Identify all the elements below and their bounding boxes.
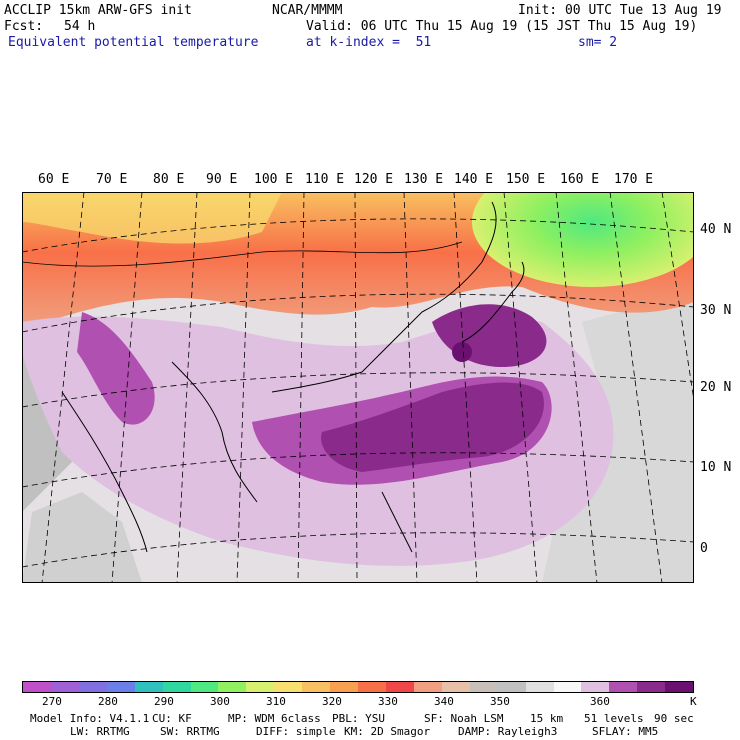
colorbar-tick: 290 <box>154 695 174 708</box>
colorbar-swatch <box>50 682 79 692</box>
level-label: at k-index = 51 <box>306 35 432 50</box>
dark-purple-region <box>321 382 544 472</box>
colorbar-swatch <box>637 682 666 692</box>
lon-label: 120 E <box>354 172 394 187</box>
lat-label: 10 N <box>700 460 732 475</box>
colorbar-swatch <box>525 682 554 692</box>
colorbar-swatch <box>553 682 582 692</box>
colorbar-swatch <box>609 682 638 692</box>
model-info: MP: WDM 6class <box>228 712 321 725</box>
grey-region <box>22 492 142 583</box>
colorbar-tick: 340 <box>434 695 454 708</box>
colorbar-swatch <box>665 682 694 692</box>
colorbar-swatch <box>78 682 107 692</box>
purple-region <box>77 312 155 425</box>
lat-label: 30 N <box>700 303 732 318</box>
field-name: Equivalent potential temperature <box>8 35 259 50</box>
warm-band-light <box>22 192 282 244</box>
model-info: 15 km <box>530 712 564 725</box>
model-info: CU: KF <box>152 712 192 725</box>
lon-label: 160 E <box>560 172 600 187</box>
model-info: KM: 2D Smagor <box>344 725 431 738</box>
equivalent-potential-temperature-map <box>22 192 694 583</box>
map-frame <box>22 192 694 583</box>
model-info: PBL: YSU <box>332 712 385 725</box>
lon-label: 130 E <box>404 172 444 187</box>
coastline <box>61 391 148 553</box>
colorbar-swatch <box>358 682 386 692</box>
colorbar-swatch <box>106 682 135 692</box>
lat-label: 20 N <box>700 380 732 395</box>
model-info: DIFF: simple <box>256 725 336 738</box>
coastline <box>171 361 258 503</box>
colorbar-swatch <box>23 682 51 692</box>
colorbar-swatch <box>162 682 191 692</box>
coastline <box>381 491 413 553</box>
colorbar-tick: 310 <box>266 695 286 708</box>
lon-label: 170 E <box>614 172 654 187</box>
colorbar-tick: 280 <box>98 695 118 708</box>
lon-label: 60 E <box>38 172 70 187</box>
model-info: 90 sec <box>654 712 694 725</box>
colorbar-tick: 360 <box>590 695 610 708</box>
colorbar-swatch <box>302 682 331 692</box>
lon-label: 90 E <box>206 172 238 187</box>
smoothing-label: sm= 2 <box>578 35 618 50</box>
colorbar-swatch <box>385 682 414 692</box>
model-info: 51 levels <box>584 712 644 725</box>
colorbar-tick: 350 <box>490 695 510 708</box>
cool-moist-region <box>472 192 694 287</box>
lon-label: 150 E <box>506 172 546 187</box>
border <box>22 241 463 267</box>
lon-label: 110 E <box>305 172 345 187</box>
colorbar-swatch <box>274 682 303 692</box>
lon-label: 100 E <box>254 172 294 187</box>
coastline <box>461 261 525 343</box>
lon-label: 80 E <box>153 172 185 187</box>
cyclone-core <box>452 342 472 362</box>
model-info: SFLAY: MM5 <box>592 725 659 738</box>
colorbar-unit: K <box>690 695 697 708</box>
model-info: LW: RRTMG <box>70 725 130 738</box>
colorbar-swatch <box>413 682 442 692</box>
colorbar-tick: 300 <box>210 695 230 708</box>
colorbar-swatch <box>134 682 163 692</box>
init-time: Init: 00 UTC Tue 13 Aug 19 <box>518 3 722 18</box>
colorbar-swatch <box>441 682 470 692</box>
colorbar-tick: 270 <box>42 695 62 708</box>
coastline <box>271 201 497 393</box>
run-title: ACCLIP 15km ARW-GFS init <box>4 3 192 18</box>
colorbar-swatch <box>246 682 275 692</box>
colorbar-swatch <box>218 682 247 692</box>
valid-time: Valid: 06 UTC Thu 15 Aug 19 (15 JST Thu … <box>306 19 698 34</box>
org-label: NCAR/MMMM <box>272 3 343 18</box>
colorbar-tick: 330 <box>378 695 398 708</box>
fcst-label: Fcst: <box>4 19 44 34</box>
colorbar-swatch <box>469 682 498 692</box>
colorbar-swatch <box>581 682 610 692</box>
graticule <box>22 192 694 583</box>
colorbar-swatch <box>190 682 219 692</box>
lat-label: 40 N <box>700 222 732 237</box>
colorbar <box>22 681 694 693</box>
colorbar-swatch <box>497 682 526 692</box>
fcst-value: 54 h <box>64 19 96 34</box>
model-info: Model Info: V4.1.1 <box>30 712 150 725</box>
colorbar-tick: 320 <box>322 695 342 708</box>
colorbar-swatch <box>330 682 359 692</box>
lat-label: 0 <box>700 541 708 556</box>
lon-label: 140 E <box>454 172 494 187</box>
lon-label: 70 E <box>96 172 128 187</box>
model-info: DAMP: Rayleigh3 <box>458 725 558 738</box>
model-info: SW: RRTMG <box>160 725 220 738</box>
model-info: SF: Noah LSM <box>424 712 504 725</box>
